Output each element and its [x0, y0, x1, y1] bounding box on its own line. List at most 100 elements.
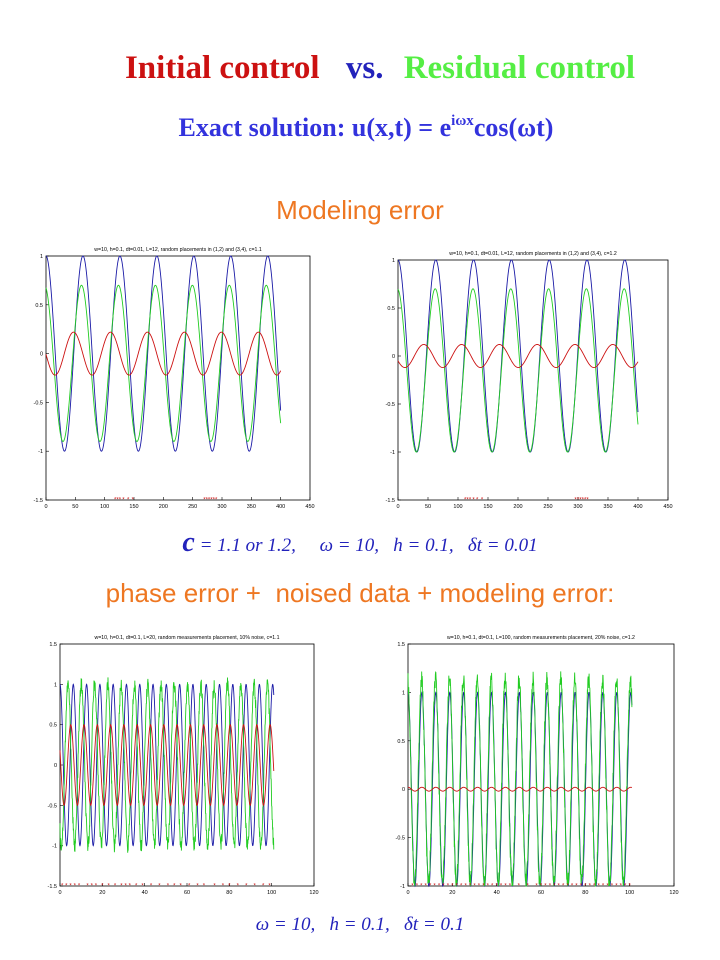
measurement-marker: *	[262, 884, 265, 890]
plot-frame	[45, 255, 311, 501]
series-line-green	[45, 284, 282, 442]
x-tick-label: 80	[226, 890, 232, 896]
measurement-marker: *	[203, 884, 206, 890]
measurement-marker: *	[433, 884, 436, 890]
x-tick-label: 400	[633, 504, 642, 510]
measurement-marker: *	[487, 884, 490, 890]
measurement-marker: *	[615, 884, 618, 890]
measurement-marker: *	[69, 884, 72, 890]
measurement-marker: *	[535, 884, 538, 890]
x-tick-label: 450	[663, 504, 672, 510]
measurement-marker: *	[628, 884, 631, 890]
x-tick-label: 100	[100, 504, 109, 510]
series-line-blue	[45, 255, 282, 452]
measurement-marker: *	[108, 884, 111, 890]
measurement-marker: *	[606, 884, 609, 890]
y-tick-label: -1	[38, 449, 43, 455]
measurement-marker: *	[469, 498, 472, 504]
measurement-marker: *	[179, 884, 182, 890]
y-tick-label: -1	[52, 844, 57, 850]
measurement-marker: *	[78, 884, 81, 890]
y-tick-label: -1.5	[386, 498, 395, 504]
measurement-marker: *	[562, 884, 565, 890]
measurement-marker: *	[624, 884, 627, 890]
x-tick-label: 350	[603, 504, 612, 510]
measurement-marker: *	[114, 884, 117, 890]
x-tick-label: 40	[142, 890, 148, 896]
x-tick-label: 50	[72, 504, 78, 510]
measurement-marker: *	[114, 498, 117, 504]
parameters-line-1: c = 1.1 or 1.2, ω = 10, h = 0.1, δt = 0.…	[0, 527, 720, 559]
measurement-marker: *	[420, 884, 423, 890]
measurement-marker: *	[91, 884, 94, 890]
chart-title: w=10, h=0.1, dt=0.1, L=20, random measur…	[95, 635, 280, 641]
c-symbol: c	[182, 527, 195, 558]
x-tick-label: 250	[188, 504, 197, 510]
measurement-marker: *	[129, 884, 132, 890]
y-tick-label: 1.5	[49, 642, 57, 648]
series-line-green	[407, 671, 633, 887]
y-tick-label: 1	[402, 690, 405, 696]
measurement-marker: *	[196, 884, 199, 890]
x-tick-label: 100	[267, 890, 276, 896]
measurement-marker: *	[210, 498, 213, 504]
measurement-marker: *	[553, 884, 556, 890]
series-line-blue	[59, 683, 275, 847]
x-tick-label: 0	[406, 890, 409, 896]
x-tick-label: 0	[58, 890, 61, 896]
measurement-marker: *	[575, 884, 578, 890]
title-residual-control: Residual control	[403, 50, 636, 86]
measurement-marker: *	[65, 884, 68, 890]
y-tick-label: 0.5	[387, 306, 395, 312]
y-tick-label: -1	[390, 450, 395, 456]
measurement-marker: *	[469, 884, 472, 890]
measurement-marker: *	[203, 498, 206, 504]
x-tick-label: 200	[513, 504, 522, 510]
y-tick-label: 1	[54, 682, 57, 688]
measurement-marker: *	[215, 498, 218, 504]
series-line-red	[397, 344, 639, 368]
measurement-marker: *	[101, 884, 104, 890]
measurement-marker: *	[620, 884, 623, 890]
x-tick-label: 150	[129, 504, 138, 510]
y-tick-label: 0.5	[35, 303, 43, 309]
x-tick-label: 120	[309, 890, 318, 896]
measurement-marker: *	[584, 498, 587, 504]
x-tick-label: 300	[217, 504, 226, 510]
measurement-marker: *	[476, 498, 479, 504]
x-tick-label: 150	[483, 504, 492, 510]
y-tick-label: 0	[402, 787, 405, 793]
y-tick-label: -0.5	[386, 402, 395, 408]
chart-noised-c12: w=10, h=0.1, dt=0.1, L=100, random measu…	[396, 635, 679, 896]
measurement-marker: *	[584, 884, 587, 890]
measurement-marker: *	[451, 884, 454, 890]
y-tick-label: 0	[40, 352, 43, 358]
measurement-marker: *	[540, 884, 543, 890]
measurement-marker: *	[491, 884, 494, 890]
exact-solution-formula: Exact solution: u(x,t) = eiωxcos(ωt)	[0, 113, 720, 143]
measurement-marker: *	[411, 884, 414, 890]
measurement-marker: *	[141, 884, 144, 890]
measurement-marker: *	[544, 884, 547, 890]
measurement-marker: *	[466, 498, 469, 504]
y-tick-label: 0	[54, 763, 57, 769]
formula-exponent: iωx	[451, 113, 474, 129]
formula-prefix: Exact solution: u(x,t) = e	[178, 113, 452, 142]
y-tick-label: 1	[392, 258, 395, 264]
measurement-marker: *	[571, 884, 574, 890]
title-initial-control: Initial control	[124, 50, 320, 86]
measurement-marker: *	[167, 884, 170, 890]
measurement-marker: *	[574, 498, 577, 504]
x-tick-label: 20	[449, 890, 455, 896]
x-tick-label: 200	[159, 504, 168, 510]
measurement-marker: *	[86, 884, 89, 890]
measurement-marker: *	[580, 884, 583, 890]
measurement-marker: *	[589, 884, 592, 890]
measurement-marker: *	[228, 884, 231, 890]
parameters-text-1: = 1.1 or 1.2, ω = 10, h = 0.1, δt = 0.01	[194, 535, 538, 556]
measurement-marker: *	[566, 884, 569, 890]
measurement-marker: *	[132, 498, 135, 504]
y-tick-label: -1	[400, 884, 405, 890]
measurement-marker: *	[213, 884, 216, 890]
x-tick-label: 80	[582, 890, 588, 896]
